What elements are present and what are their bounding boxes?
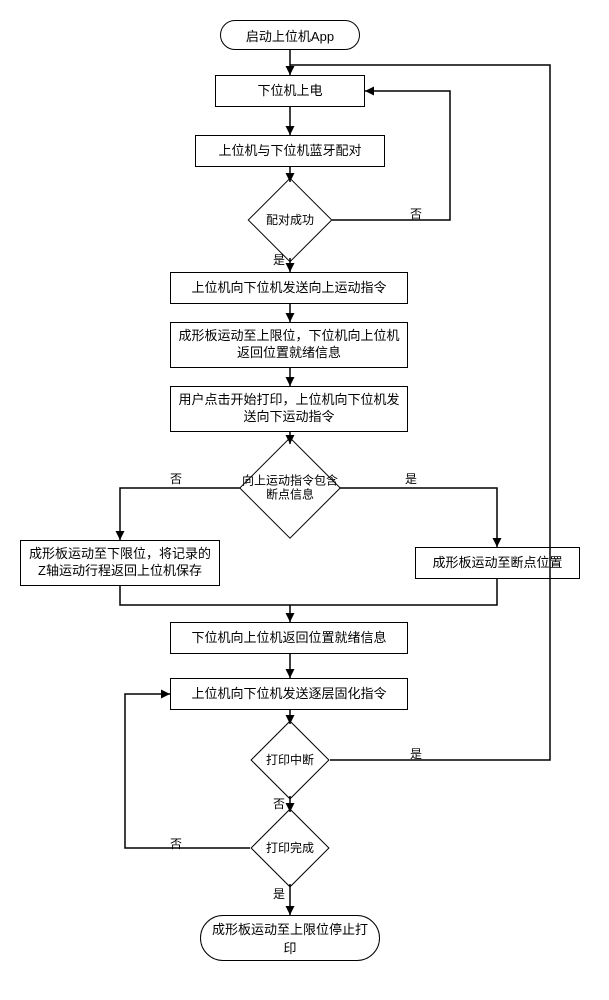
label-d2-yes: 是 bbox=[405, 470, 417, 487]
node-n2: 上位机与下位机蓝牙配对 bbox=[195, 135, 385, 167]
node-n4: 成形板运动至上限位，下位机向上位机返回位置就绪信息 bbox=[170, 322, 408, 368]
node-end-text: 成形板运动至上限位停止打印 bbox=[209, 919, 371, 957]
node-start: 启动上位机App bbox=[220, 20, 360, 50]
node-n1: 下位机上电 bbox=[215, 75, 365, 107]
node-start-text: 启动上位机App bbox=[246, 26, 334, 45]
node-d3: 打印中断 bbox=[262, 732, 318, 788]
node-n7-text: 成形板运动至断点位置 bbox=[432, 555, 562, 572]
node-d2-text: 向上运动指令包含断点信息 bbox=[240, 474, 341, 503]
label-d4-no: 否 bbox=[170, 835, 182, 852]
node-n5-text: 用户点击开始打印，上位机向下位机发送向下运动指令 bbox=[177, 392, 401, 426]
node-d2: 向上运动指令包含断点信息 bbox=[254, 452, 326, 524]
flowchart-container: 启动上位机App 下位机上电 上位机与下位机蓝牙配对 配对成功 上位机向下位机发… bbox=[20, 20, 589, 980]
label-d3-no: 否 bbox=[273, 795, 285, 812]
node-n6-text: 成形板运动至下限位，将记录的Z轴运动行程返回上位机保存 bbox=[27, 546, 213, 580]
label-d4-yes: 是 bbox=[273, 885, 285, 902]
node-d1: 配对成功 bbox=[260, 190, 320, 250]
node-d3-text: 打印中断 bbox=[251, 753, 329, 767]
node-n8-text: 下位机向上位机返回位置就绪信息 bbox=[191, 630, 386, 647]
node-n8: 下位机向上位机返回位置就绪信息 bbox=[170, 622, 408, 654]
label-d1-no: 否 bbox=[410, 205, 422, 222]
node-n1-text: 下位机上电 bbox=[257, 83, 322, 100]
node-n3: 上位机向下位机发送向上运动指令 bbox=[170, 272, 408, 304]
node-n5: 用户点击开始打印，上位机向下位机发送向下运动指令 bbox=[170, 386, 408, 432]
node-n6: 成形板运动至下限位，将记录的Z轴运动行程返回上位机保存 bbox=[20, 540, 220, 586]
node-n9-text: 上位机向下位机发送逐层固化指令 bbox=[191, 686, 386, 703]
node-n4-text: 成形板运动至上限位，下位机向上位机返回位置就绪信息 bbox=[177, 328, 401, 362]
node-n2-text: 上位机与下位机蓝牙配对 bbox=[218, 143, 361, 160]
node-n7: 成形板运动至断点位置 bbox=[415, 547, 580, 579]
node-d4-text: 打印完成 bbox=[251, 841, 329, 855]
node-end: 成形板运动至上限位停止打印 bbox=[200, 915, 380, 961]
node-n9: 上位机向下位机发送逐层固化指令 bbox=[170, 678, 408, 710]
label-d3-yes: 是 bbox=[410, 745, 422, 762]
label-d2-no: 否 bbox=[170, 470, 182, 487]
label-d1-yes: 是 bbox=[273, 251, 285, 268]
node-d1-text: 配对成功 bbox=[248, 213, 332, 227]
node-n3-text: 上位机向下位机发送向上运动指令 bbox=[191, 280, 386, 297]
node-d4: 打印完成 bbox=[262, 820, 318, 876]
